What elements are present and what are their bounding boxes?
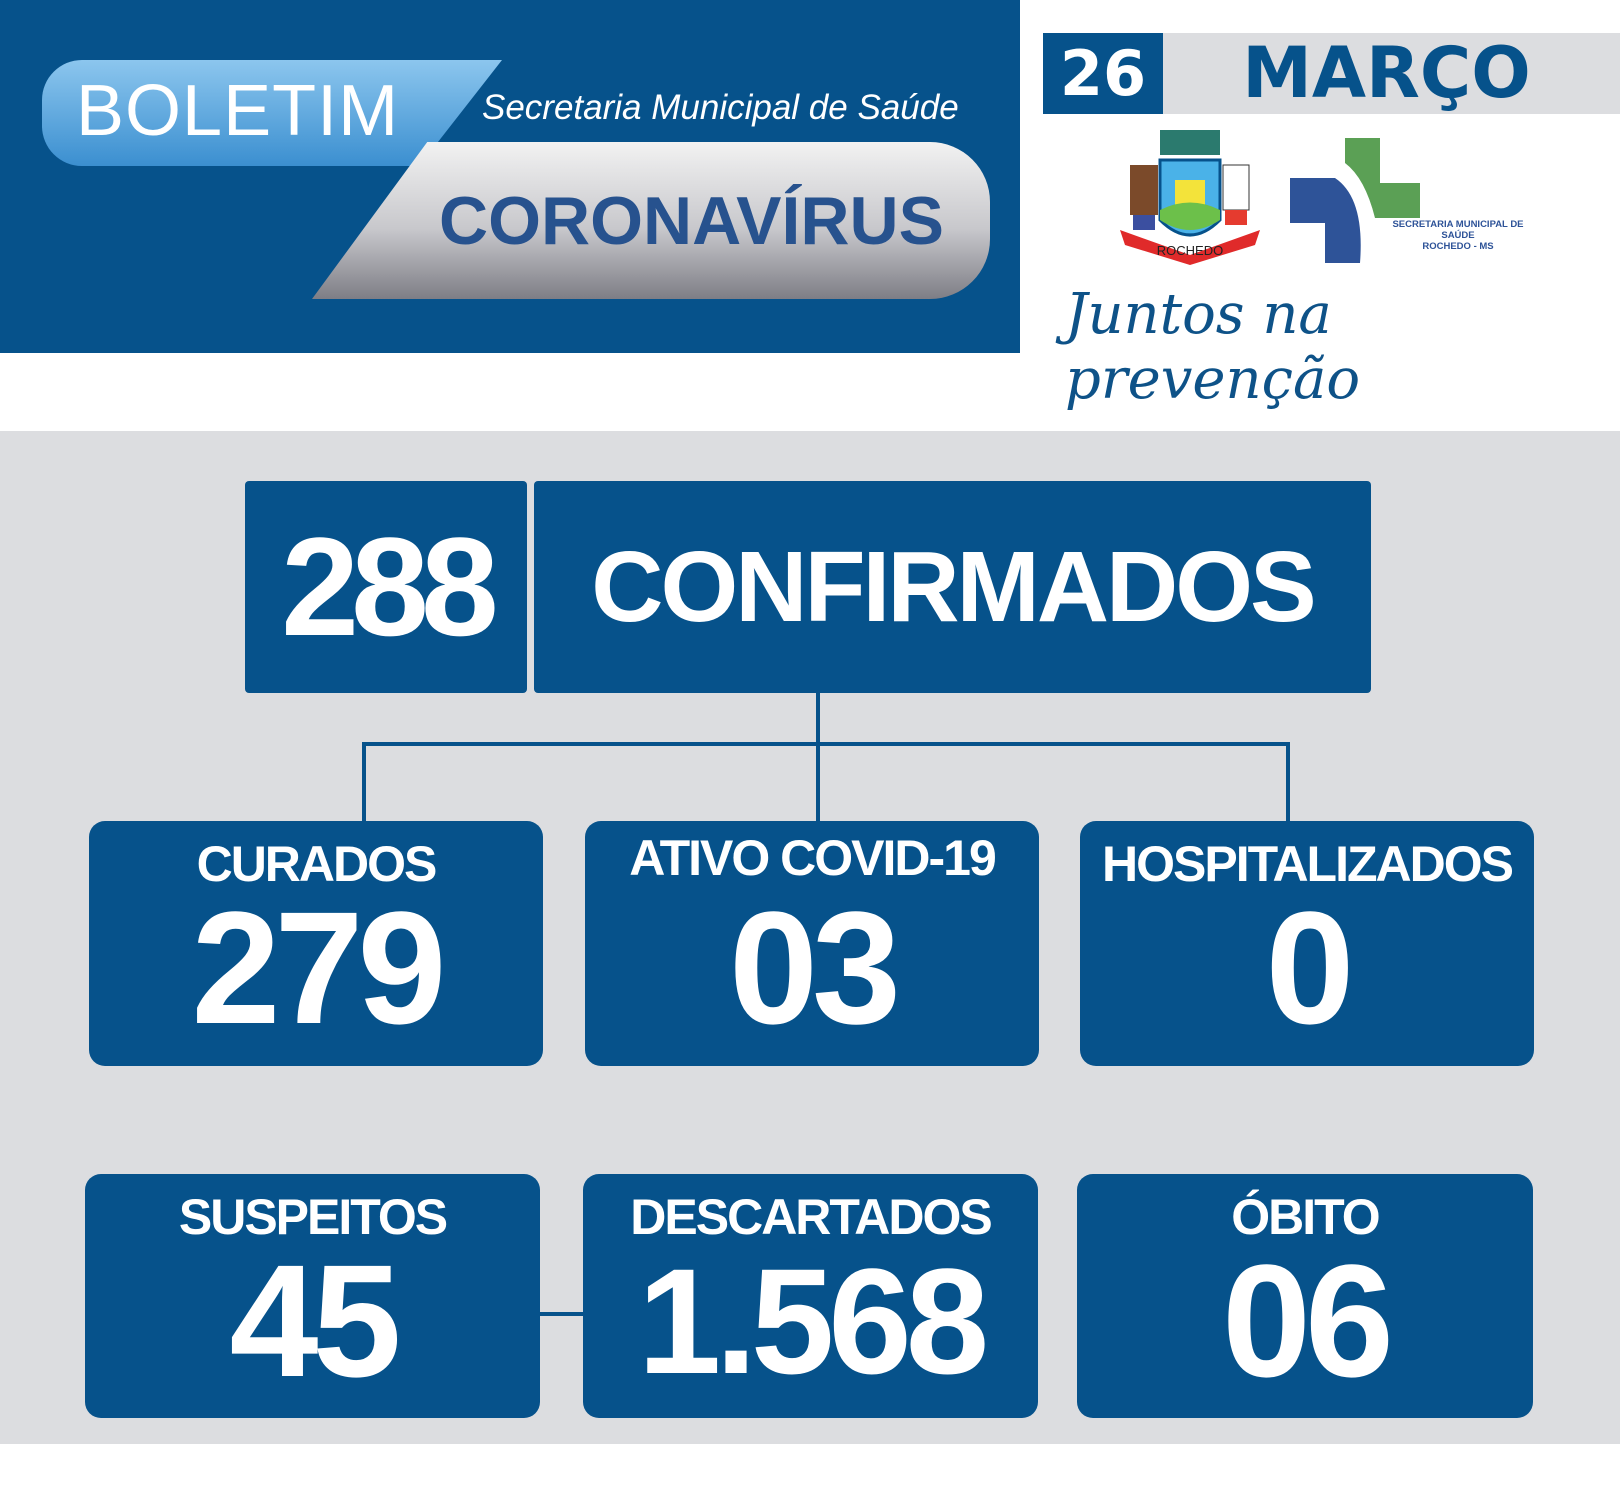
connector-line: [362, 742, 366, 821]
stat-value: 45: [229, 1231, 402, 1410]
stat-suspeitos: SUSPEITOS 45: [85, 1174, 540, 1418]
secretaria-logo-text: SECRETARIA MUNICIPAL DE SAÚDE ROCHEDO - …: [1378, 219, 1538, 252]
confirmed-count: 288: [245, 481, 527, 693]
stat-value: 279: [191, 878, 447, 1057]
connector-line: [540, 1312, 583, 1316]
stat-curados: CURADOS 279: [89, 821, 543, 1066]
stat-ativo: ATIVO COVID-19 03: [585, 821, 1039, 1066]
stat-obito: ÓBITO 06: [1077, 1174, 1533, 1418]
secretaria-logo-line2: ROCHEDO - MS: [1422, 241, 1494, 252]
stat-hospitalizados: HOSPITALIZADOS 0: [1080, 821, 1534, 1066]
stat-label: HOSPITALIZADOS: [1102, 836, 1514, 892]
stat-label: CURADOS: [196, 836, 438, 892]
stat-value: 03: [729, 878, 901, 1057]
stat-label: SUSPEITOS: [178, 1189, 448, 1245]
date-day: 26: [1043, 33, 1163, 114]
coronavirus-title: CORONAVÍRUS: [312, 142, 990, 299]
stat-value: 06: [1222, 1231, 1394, 1410]
secretaria-subtitle: Secretaria Municipal de Saúde: [482, 88, 959, 127]
slogan: Juntos na prevenção: [1065, 282, 1361, 412]
brasao-text: ROCHEDO: [1157, 243, 1223, 258]
connector-line: [816, 693, 820, 821]
rochedo-coat-of-arms-logo: ROCHEDO: [1120, 130, 1260, 265]
health-cross-logo: [1290, 138, 1420, 263]
connector-line: [1286, 742, 1290, 821]
confirmed-label: CONFIRMADOS: [534, 481, 1371, 693]
secretaria-logo-line1: SECRETARIA MUNICIPAL DE SAÚDE: [1392, 219, 1524, 241]
stat-value: 1.568: [637, 1237, 989, 1405]
date-month: MARÇO: [1242, 32, 1531, 114]
stat-descartados: DESCARTADOS 1.568: [583, 1174, 1038, 1418]
month-bar: [1163, 33, 1620, 114]
boletim-title: BOLETIM: [42, 60, 502, 166]
connector-line: [362, 742, 1290, 746]
stat-value: 0: [1265, 878, 1355, 1057]
stat-label: DESCARTADOS: [630, 1189, 992, 1245]
stat-label: ATIVO COVID-19: [629, 830, 997, 886]
stat-label: ÓBITO: [1231, 1189, 1380, 1245]
